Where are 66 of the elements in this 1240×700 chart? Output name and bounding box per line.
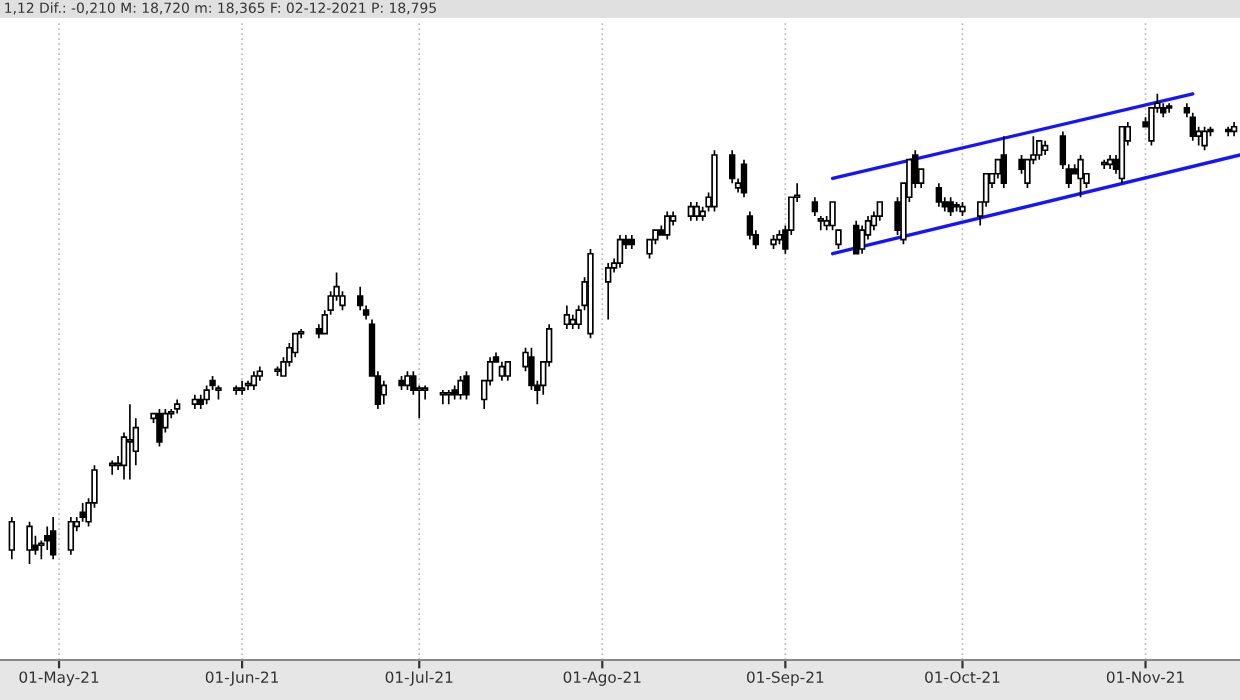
candlestick bbox=[215, 384, 222, 401]
candlestick bbox=[79, 502, 86, 523]
candlestick bbox=[616, 234, 624, 269]
candlestick bbox=[776, 229, 783, 246]
candlestick bbox=[250, 370, 258, 391]
candlestick bbox=[173, 398, 181, 415]
candlestick bbox=[244, 379, 252, 391]
candlestick bbox=[238, 379, 246, 396]
candlestick bbox=[858, 224, 866, 255]
candlestick bbox=[1189, 111, 1196, 142]
candlestick bbox=[1183, 102, 1191, 119]
candlestick bbox=[398, 375, 405, 391]
candlestick bbox=[256, 365, 264, 382]
candlestick bbox=[445, 389, 452, 406]
candlestick bbox=[1165, 102, 1173, 114]
candlestick bbox=[197, 393, 204, 410]
candlestick bbox=[935, 182, 943, 208]
candlestick bbox=[604, 262, 612, 321]
candlestick bbox=[811, 196, 819, 217]
candlestick bbox=[664, 210, 671, 241]
candlestick bbox=[1077, 154, 1084, 199]
candlestick bbox=[1041, 140, 1049, 156]
candlestick bbox=[852, 219, 860, 255]
candlestick bbox=[191, 393, 199, 410]
candlestick bbox=[26, 520, 33, 565]
candlestick bbox=[463, 370, 470, 401]
candlestick bbox=[1000, 135, 1008, 189]
candlestick bbox=[628, 234, 636, 250]
candlestick bbox=[959, 201, 966, 217]
candlestick bbox=[1230, 121, 1238, 137]
candlestick bbox=[274, 365, 281, 377]
candlestick bbox=[728, 149, 736, 185]
candlestick bbox=[687, 201, 695, 222]
candlestick bbox=[953, 201, 960, 213]
candlestick bbox=[1201, 125, 1208, 152]
candlestick bbox=[457, 375, 464, 401]
candlestick bbox=[380, 379, 388, 406]
candlestick bbox=[740, 158, 748, 199]
candlestick bbox=[49, 516, 57, 561]
candlestick bbox=[504, 361, 512, 382]
candlestick bbox=[693, 201, 700, 222]
candlestick bbox=[587, 248, 594, 340]
candlestick bbox=[404, 370, 411, 391]
candlestick bbox=[1100, 158, 1108, 170]
candlestick bbox=[1160, 102, 1167, 119]
candlestick bbox=[746, 210, 754, 241]
candlestick bbox=[711, 149, 718, 213]
candlestick bbox=[1224, 125, 1232, 137]
candlestick bbox=[203, 384, 210, 406]
candlestick bbox=[876, 201, 884, 222]
candlestick bbox=[1036, 140, 1043, 161]
candlestick bbox=[1106, 154, 1114, 170]
candlestick bbox=[126, 403, 134, 481]
candlestick bbox=[439, 389, 447, 406]
candlestick bbox=[563, 304, 571, 330]
candlestick bbox=[1118, 125, 1126, 185]
candlestick bbox=[451, 384, 458, 401]
candlestick bbox=[67, 516, 75, 556]
candlestick bbox=[8, 516, 16, 561]
candlestick bbox=[44, 525, 51, 551]
candlestick bbox=[232, 384, 240, 396]
candlestick bbox=[108, 459, 116, 476]
candlestick bbox=[770, 234, 777, 250]
candlestick bbox=[156, 408, 163, 448]
candlestick bbox=[817, 215, 824, 232]
candlestick bbox=[947, 196, 954, 217]
